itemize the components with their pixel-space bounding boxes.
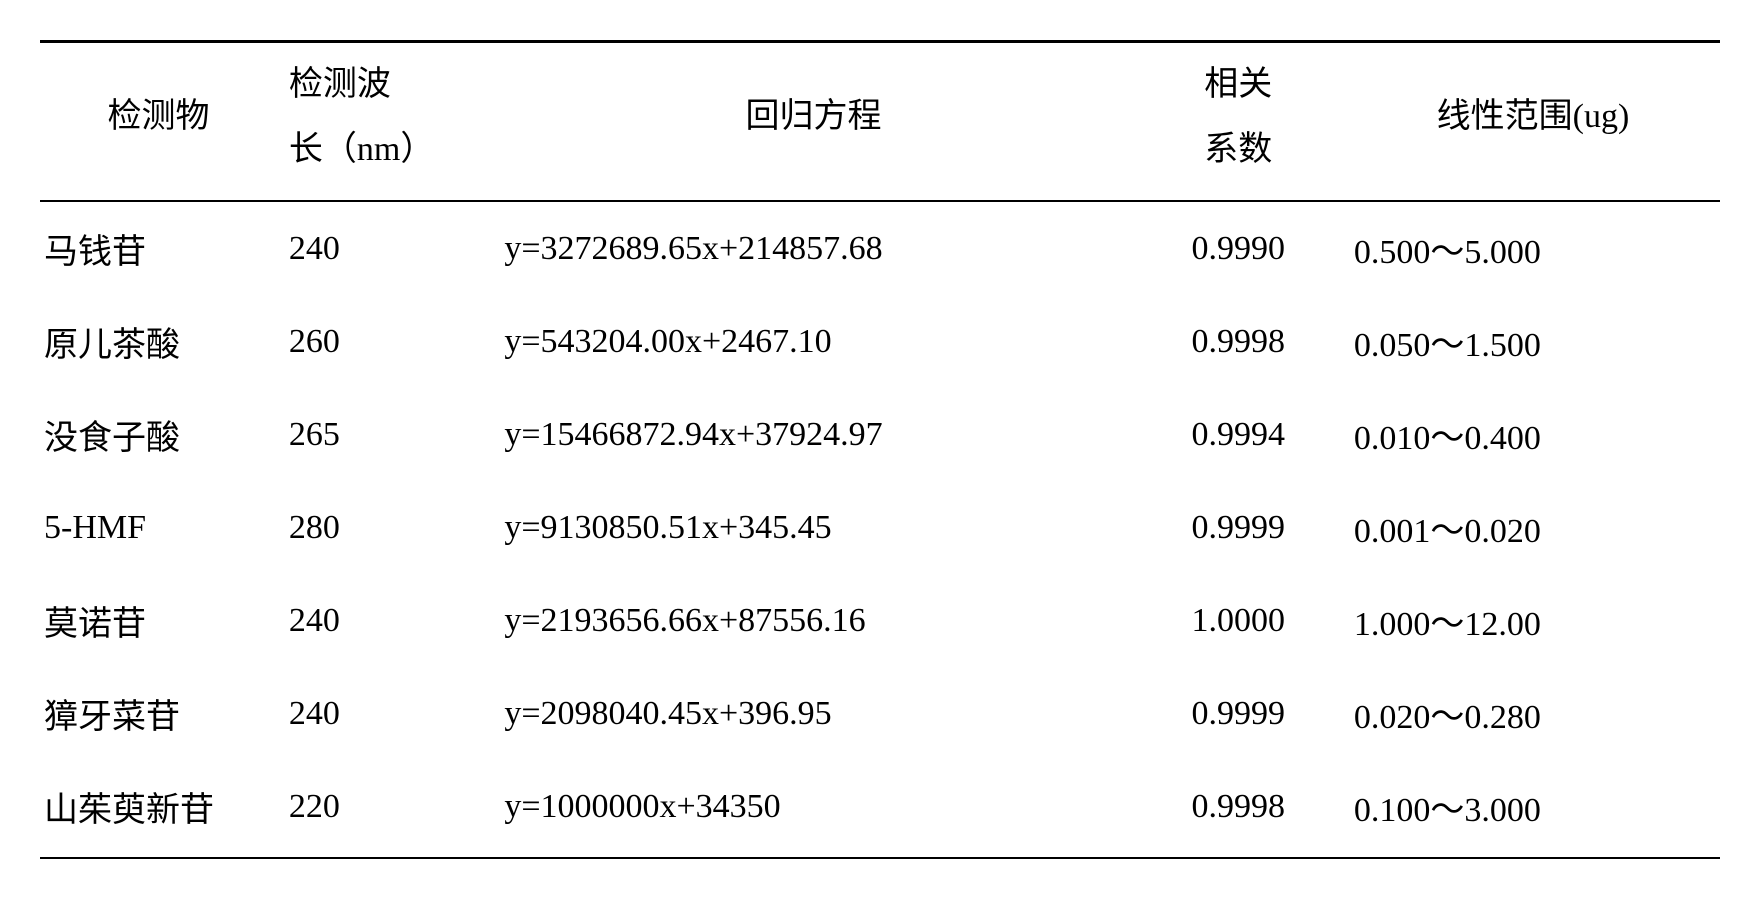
table-header-row: 检测物 检测波 长（nm） 回归方程 相关 系数 (40, 42, 1720, 202)
table-row: 原儿茶酸 260 y=543204.00x+2467.10 0.9998 0.0… (40, 295, 1720, 388)
cell-analyte: 原儿茶酸 (40, 295, 281, 388)
cell-coef: 0.9999 (1131, 481, 1346, 574)
cell-equation: y=9130850.51x+345.45 (496, 481, 1130, 574)
table-row: 獐牙菜苷 240 y=2098040.45x+396.95 0.9999 0.0… (40, 667, 1720, 760)
header-coef: 相关 系数 (1131, 42, 1346, 202)
cell-analyte: 5-HMF (40, 481, 281, 574)
cell-range: 0.500～5.000 (1346, 201, 1720, 295)
cell-range: 0.020～0.280 (1346, 667, 1720, 760)
cell-coef: 0.9990 (1131, 201, 1346, 295)
header-coef-line2: 系数 (1204, 131, 1272, 168)
regression-table: 检测物 检测波 长（nm） 回归方程 相关 系数 (40, 40, 1720, 859)
header-wavelength: 检测波 长（nm） (281, 42, 496, 202)
table-row: 马钱苷 240 y=3272689.65x+214857.68 0.9990 0… (40, 201, 1720, 295)
cell-wavelength: 240 (281, 574, 496, 667)
header-wavelength-line1: 检测波 (289, 66, 391, 103)
header-equation-label: 回归方程 (745, 98, 881, 135)
cell-range: 0.001～0.020 (1346, 481, 1720, 574)
cell-equation: y=3272689.65x+214857.68 (496, 201, 1130, 295)
header-coef-line1: 相关 (1204, 66, 1272, 103)
cell-equation: y=2193656.66x+87556.16 (496, 574, 1130, 667)
cell-analyte: 獐牙菜苷 (40, 667, 281, 760)
cell-equation: y=1000000x+34350 (496, 760, 1130, 858)
cell-coef: 1.0000 (1131, 574, 1346, 667)
header-equation: 回归方程 (496, 42, 1130, 202)
cell-equation: y=15466872.94x+37924.97 (496, 388, 1130, 481)
cell-wavelength: 260 (281, 295, 496, 388)
cell-range: 0.100～3.000 (1346, 760, 1720, 858)
cell-wavelength: 220 (281, 760, 496, 858)
cell-analyte: 山茱萸新苷 (40, 760, 281, 858)
cell-equation: y=543204.00x+2467.10 (496, 295, 1130, 388)
cell-coef: 0.9998 (1131, 760, 1346, 858)
cell-coef: 0.9999 (1131, 667, 1346, 760)
table-row: 没食子酸 265 y=15466872.94x+37924.97 0.9994 … (40, 388, 1720, 481)
cell-wavelength: 280 (281, 481, 496, 574)
cell-coef: 0.9998 (1131, 295, 1346, 388)
cell-range: 1.000～12.00 (1346, 574, 1720, 667)
cell-range: 0.050～1.500 (1346, 295, 1720, 388)
header-analyte-label: 检测物 (107, 98, 209, 135)
cell-wavelength: 240 (281, 667, 496, 760)
table-row: 山茱萸新苷 220 y=1000000x+34350 0.9998 0.100～… (40, 760, 1720, 858)
cell-wavelength: 240 (281, 201, 496, 295)
table-row: 莫诺苷 240 y=2193656.66x+87556.16 1.0000 1.… (40, 574, 1720, 667)
header-analyte: 检测物 (40, 42, 281, 202)
header-wavelength-line2: 长（nm） (289, 131, 434, 168)
cell-coef: 0.9994 (1131, 388, 1346, 481)
header-range: 线性范围(ug) (1346, 42, 1720, 202)
cell-analyte: 没食子酸 (40, 388, 281, 481)
table-body: 马钱苷 240 y=3272689.65x+214857.68 0.9990 0… (40, 201, 1720, 858)
table-row: 5-HMF 280 y=9130850.51x+345.45 0.9999 0.… (40, 481, 1720, 574)
cell-analyte: 莫诺苷 (40, 574, 281, 667)
cell-equation: y=2098040.45x+396.95 (496, 667, 1130, 760)
cell-range: 0.010～0.400 (1346, 388, 1720, 481)
cell-analyte: 马钱苷 (40, 201, 281, 295)
cell-wavelength: 265 (281, 388, 496, 481)
regression-table-container: 检测物 检测波 长（nm） 回归方程 相关 系数 (40, 40, 1720, 859)
header-range-label: 线性范围(ug) (1437, 98, 1630, 135)
